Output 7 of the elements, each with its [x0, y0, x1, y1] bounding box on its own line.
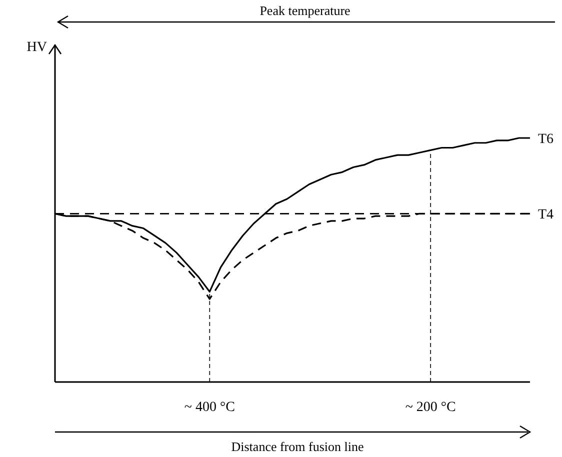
- x-tick-label: ~ 200 °C: [405, 400, 456, 415]
- text: HV: [26, 40, 47, 55]
- series-label: T4: [538, 208, 554, 223]
- text: Peak temperature: [260, 3, 351, 18]
- series-label: T6: [538, 132, 554, 147]
- x-axis-title: Distance from fusion line: [231, 439, 364, 454]
- x-tick-label: ~ 400 °C: [184, 400, 235, 415]
